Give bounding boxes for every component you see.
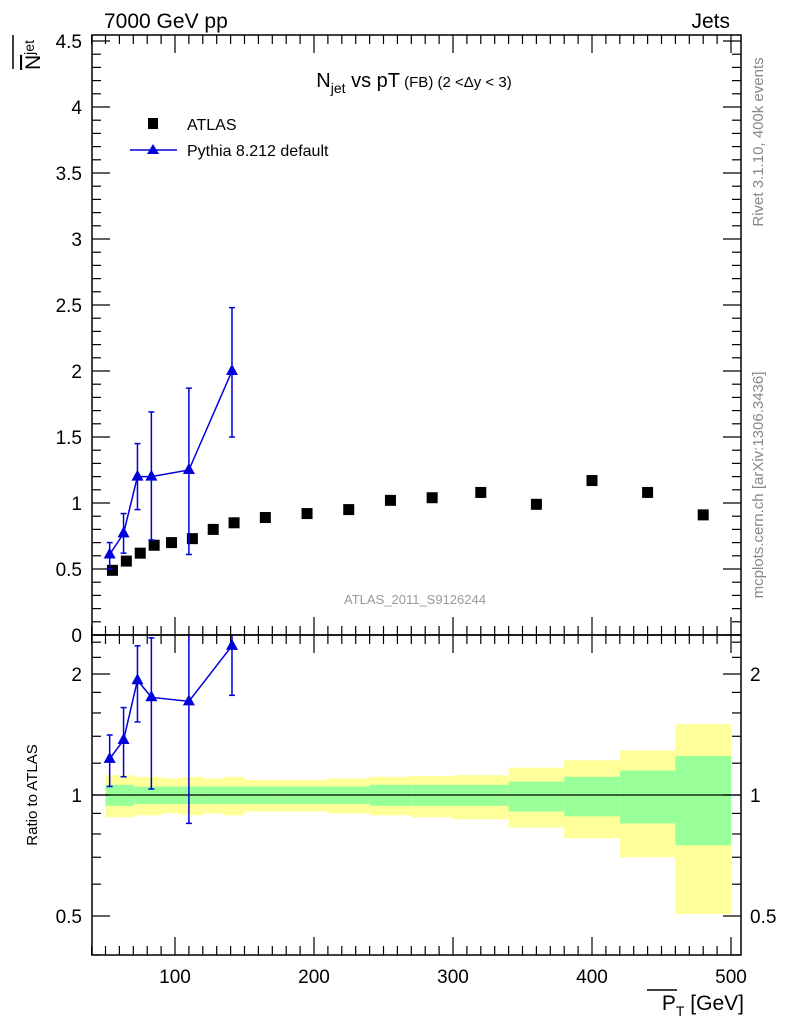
pythia-ratio-point [117,733,130,745]
atlas-point [586,475,598,487]
pythia-point [225,364,238,375]
x-tick-label: 500 [715,967,747,988]
pythia-point [117,526,130,538]
x-tick-label: 400 [576,967,608,988]
legend-atlas-label: ATLAS [187,117,237,134]
y-tick-label: 1 [71,494,82,515]
side-text-rivet: Rivet 3.1.10, 400k events [750,57,767,226]
side-text-mcplots: mcplots.cern.ch [arXiv:1306.3436] [750,372,767,599]
pythia-point [103,547,116,559]
pythia-point [145,469,158,481]
y-tick-label: 4 [71,98,82,119]
x-label-unit: [GeV] [684,992,744,1015]
atlas-point [697,509,709,521]
atlas-point [134,547,146,559]
legend-pythia-marker [147,144,159,154]
ratio-tick-label-left: 1 [71,786,82,807]
y-tick-label: 3 [71,230,82,251]
ratio-tick-label-left: 2 [71,665,82,686]
atlas-point [475,486,487,498]
data-series [103,306,709,825]
y-tick-label: 2 [71,362,82,383]
atlas-point [228,517,240,529]
pythia-ratio-point [182,694,195,706]
pythia-ratio-point [103,751,116,763]
y-tick-label: 4.5 [56,32,82,53]
atlas-point [259,512,271,524]
atlas-point [343,504,355,516]
atlas-point [120,555,132,567]
y-tick-label: 2.5 [56,296,82,317]
pythia-point [131,469,144,481]
pythia-ratio-point [131,673,144,685]
band-inner-bin [675,756,731,846]
x-tick-label: 300 [437,967,469,988]
ratio-tick-label-right: 0.5 [750,907,776,928]
band-inner-bin [564,776,620,817]
header-right: Jets [691,10,730,33]
ratio-uncertainty-bands [105,724,731,914]
x-axis-label: PT [GeV] [662,992,744,1019]
y-label-sub: jet [21,40,37,56]
y-axis-label: Njet [21,40,45,70]
pythia-point [182,463,195,474]
title-main: N [316,70,330,92]
ratio-tick-label-left: 0.5 [56,907,82,928]
x-label-main: P [662,992,676,1015]
atlas-point [426,492,438,504]
y-tick-label: 0 [71,626,82,647]
ratio-y-label: Ratio to ATLAS [24,744,41,845]
y-tick-label: 0.5 [56,560,82,581]
atlas-point [106,564,118,576]
plot-title: Njet vs pT (FB) (2 <Δy < 3) [316,70,511,96]
legend-atlas-marker [148,118,158,129]
ratio-tick-label-right: 2 [750,665,761,686]
pythia-ratio-point [145,690,158,702]
title-small: (FB) (2 <Δy < 3) [400,74,512,91]
title-sub: jet [330,80,346,96]
y-tick-label: 1.5 [56,428,82,449]
x-tick-label: 200 [298,967,330,988]
y-label-main: N [22,55,45,70]
ratio-frame [91,634,742,956]
ratio-tick-label-right: 1 [750,786,761,807]
atlas-point [301,508,313,520]
axis-ticks [90,35,741,956]
title-rest: vs pT [346,70,400,92]
watermark: ATLAS_2011_S9126244 [344,592,486,607]
atlas-point [642,486,654,498]
x-tick-label: 100 [159,967,191,988]
atlas-point [207,523,219,535]
tick-labels: 100 200 300 400 500 0 0.5 1 1.5 2 2.5 3 3.5 4 4.5 0.5 0.… [56,32,777,988]
atlas-point [530,498,542,510]
atlas-point [186,533,198,545]
band-inner-bin [508,781,565,812]
band-inner-bin [619,770,676,824]
atlas-point [148,539,160,551]
y-tick-label: 3.5 [56,164,82,185]
pythia-ratio-point [225,638,238,650]
atlas-point [384,494,396,506]
legend: ATLAS Pythia 8.212 default [130,117,329,160]
legend-pythia-label: Pythia 8.212 default [187,143,329,160]
atlas-point [166,537,178,549]
x-label-sub: T [676,1003,685,1019]
header-left: 7000 GeV pp [104,10,228,33]
